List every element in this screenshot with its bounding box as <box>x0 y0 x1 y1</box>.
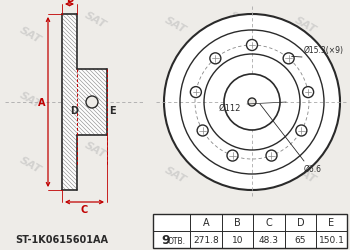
Text: C: C <box>81 204 88 214</box>
Text: C: C <box>266 218 272 228</box>
Text: 150.1: 150.1 <box>318 235 344 244</box>
Text: E: E <box>109 106 115 116</box>
Circle shape <box>197 126 208 136</box>
Text: 9: 9 <box>162 233 170 246</box>
Text: SAT: SAT <box>228 10 252 30</box>
Circle shape <box>86 96 98 108</box>
Text: SAT: SAT <box>228 84 252 105</box>
Circle shape <box>224 75 280 130</box>
Text: 10: 10 <box>232 235 243 244</box>
Text: A: A <box>203 218 209 228</box>
Text: SAT: SAT <box>293 164 317 184</box>
Circle shape <box>246 40 258 51</box>
Circle shape <box>210 54 221 64</box>
Text: Ø6.6: Ø6.6 <box>304 164 322 173</box>
Circle shape <box>248 98 256 106</box>
Text: 65: 65 <box>295 235 306 244</box>
Text: B: B <box>66 0 73 4</box>
Circle shape <box>164 15 340 190</box>
Text: Ø112: Ø112 <box>219 103 241 112</box>
Text: SAT: SAT <box>162 164 188 184</box>
Text: B: B <box>234 218 241 228</box>
Text: SAT: SAT <box>162 15 188 35</box>
Circle shape <box>266 150 277 162</box>
Circle shape <box>303 87 314 98</box>
Text: SAT: SAT <box>162 90 188 110</box>
Text: Ø15.3(×9): Ø15.3(×9) <box>304 46 344 55</box>
Text: SAT: SAT <box>18 25 42 45</box>
Text: SAT: SAT <box>83 10 107 30</box>
Text: SAT: SAT <box>83 74 107 95</box>
Text: SAT: SAT <box>18 154 42 174</box>
Circle shape <box>296 126 307 136</box>
Text: E: E <box>328 218 335 228</box>
Polygon shape <box>62 15 107 190</box>
Text: A: A <box>38 98 46 108</box>
Circle shape <box>227 150 238 162</box>
Text: ST-1K0615601AA: ST-1K0615601AA <box>15 234 108 244</box>
Text: D: D <box>70 106 78 116</box>
Text: ОТВ.: ОТВ. <box>168 236 186 245</box>
Text: D: D <box>297 218 304 228</box>
Text: SAT: SAT <box>18 90 42 110</box>
Text: SAT: SAT <box>293 15 317 35</box>
Text: SAT: SAT <box>293 90 317 110</box>
Circle shape <box>190 87 201 98</box>
Text: 48.3: 48.3 <box>259 235 279 244</box>
Bar <box>153 214 347 248</box>
Text: SAT: SAT <box>228 154 252 174</box>
Circle shape <box>283 54 294 64</box>
Text: 271.8: 271.8 <box>193 235 219 244</box>
Text: SAT: SAT <box>83 139 107 160</box>
